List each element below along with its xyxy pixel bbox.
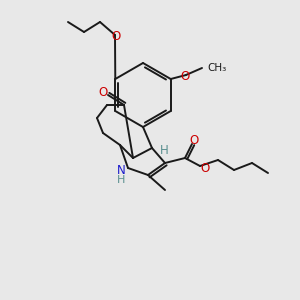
Text: O: O [200, 161, 210, 175]
Text: O: O [180, 70, 190, 83]
Text: H: H [117, 175, 125, 185]
Text: O: O [98, 86, 108, 100]
Text: O: O [189, 134, 199, 146]
Text: N: N [117, 164, 125, 176]
Text: H: H [160, 143, 168, 157]
Text: O: O [111, 29, 121, 43]
Text: CH₃: CH₃ [207, 63, 226, 73]
